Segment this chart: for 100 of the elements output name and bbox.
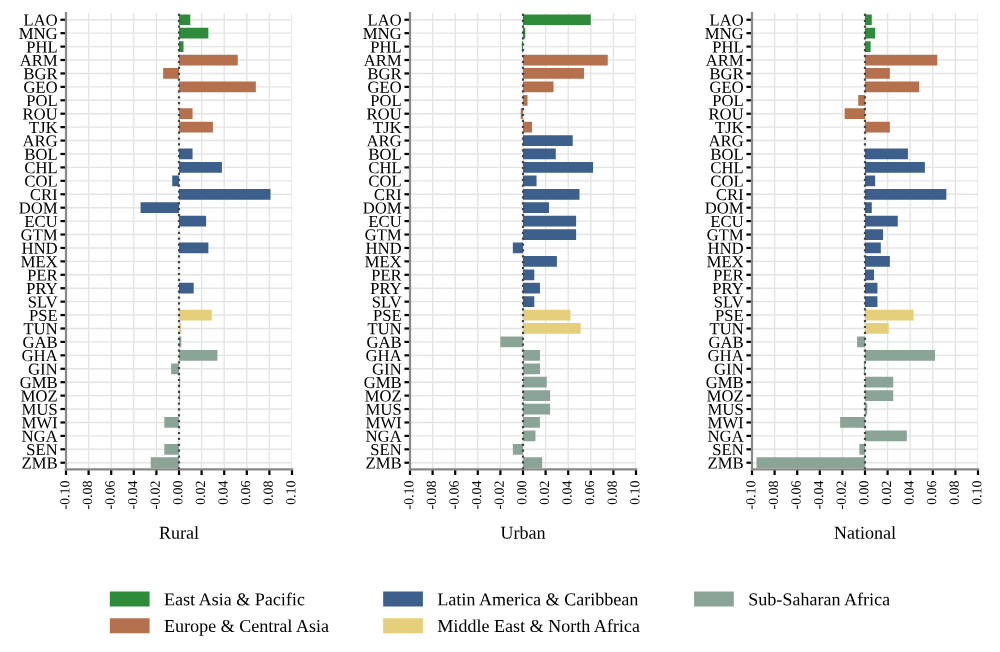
y-tick-label: TUN bbox=[23, 323, 58, 335]
y-tick-label: HND bbox=[22, 242, 57, 254]
bar bbox=[865, 121, 890, 133]
bar bbox=[179, 215, 207, 227]
y-tick-label: CRI bbox=[716, 189, 744, 201]
x-axis-title: Rural bbox=[159, 526, 199, 539]
y-tick-label: PHL bbox=[712, 41, 743, 53]
bar bbox=[179, 54, 238, 66]
y-tick-label: SEN bbox=[713, 444, 744, 456]
y-tick-label: CHL bbox=[25, 162, 57, 174]
legend-label: Europe & Central Asia bbox=[164, 619, 329, 636]
y-tick-label: DOM bbox=[363, 202, 402, 214]
y-tick-label: HND bbox=[366, 242, 401, 254]
y-tick-label: CHL bbox=[711, 162, 743, 174]
y-tick-label: ARM bbox=[363, 54, 402, 66]
y-tick-label: GAB bbox=[709, 336, 743, 348]
y-tick-label: POL bbox=[712, 95, 743, 107]
x-axis-title: Urban bbox=[500, 526, 546, 539]
bar bbox=[164, 417, 179, 428]
y-tick-label: HND bbox=[708, 242, 743, 254]
y-tick-label: MEX bbox=[21, 256, 58, 268]
y-tick-label: GTM bbox=[21, 229, 58, 241]
y-tick-label: ARG bbox=[366, 135, 402, 147]
y-tick-label: ARM bbox=[705, 54, 744, 66]
y-tick-label: MEX bbox=[707, 256, 744, 268]
bar bbox=[140, 202, 179, 214]
bar bbox=[179, 81, 256, 93]
y-tick-label: ROU bbox=[22, 108, 58, 120]
y-tick-label: GIN bbox=[714, 363, 744, 375]
bar bbox=[163, 68, 179, 79]
y-tick-label: SLV bbox=[28, 296, 58, 308]
y-tick-label: PHL bbox=[26, 41, 57, 53]
legend-label: East Asia & Pacific bbox=[164, 592, 305, 606]
y-tick-label: MWI bbox=[366, 417, 402, 429]
y-tick-label: TUN bbox=[367, 323, 402, 335]
x-axis-title: National bbox=[834, 526, 896, 539]
y-tick-label: CHL bbox=[369, 162, 401, 174]
bar bbox=[500, 336, 523, 348]
y-tick-label: ECU bbox=[24, 215, 58, 228]
y-tick-label: GMB bbox=[706, 376, 743, 389]
y-tick-label: PSE bbox=[373, 309, 401, 322]
y-tick-label: PRY bbox=[712, 283, 744, 294]
y-tick-label: BOL bbox=[24, 148, 57, 160]
y-tick-label: BGR bbox=[709, 68, 744, 80]
y-tick-label: GHA bbox=[366, 350, 402, 362]
y-tick-label: NGA bbox=[366, 430, 402, 442]
y-tick-label: DOM bbox=[19, 202, 58, 214]
y-tick-label: TJK bbox=[373, 122, 402, 134]
y-tick-label: MUS bbox=[22, 403, 57, 415]
y-tick-label: MUS bbox=[708, 403, 743, 415]
y-tick-label: BOL bbox=[710, 148, 743, 160]
y-tick-label: MOZ bbox=[707, 390, 743, 402]
y-tick-label: TJK bbox=[29, 122, 58, 134]
y-tick-label: GMB bbox=[20, 376, 57, 389]
y-tick-label: GHA bbox=[22, 350, 58, 362]
y-tick-label: MEX bbox=[365, 256, 402, 268]
y-tick-label: PHL bbox=[370, 41, 401, 53]
y-tick-label: GEO bbox=[24, 81, 57, 93]
legend-label: Latin America & Caribbean bbox=[437, 592, 639, 606]
y-tick-label: ZMB bbox=[708, 457, 743, 469]
y-tick-label: PRY bbox=[26, 283, 58, 294]
y-tick-label: MOZ bbox=[365, 390, 401, 402]
y-tick-label: ROU bbox=[366, 108, 402, 120]
y-tick-label: DOM bbox=[705, 202, 744, 214]
y-tick-label: ZMB bbox=[366, 457, 401, 469]
bar bbox=[523, 121, 533, 133]
y-tick-label: BGR bbox=[23, 68, 58, 80]
y-tick-label: COL bbox=[711, 175, 743, 187]
y-tick-label: GAB bbox=[367, 336, 401, 348]
y-tick-label: MNG bbox=[363, 27, 402, 40]
y-tick-label: GIN bbox=[372, 363, 402, 375]
y-tick-label: ARM bbox=[19, 54, 58, 66]
y-tick-label: POL bbox=[370, 95, 401, 107]
bar bbox=[840, 417, 865, 428]
bar bbox=[865, 349, 936, 361]
y-tick-label: NGA bbox=[708, 430, 744, 442]
y-tick-label: BGR bbox=[367, 68, 402, 80]
y-tick-label: ECU bbox=[710, 215, 744, 228]
y-tick-label: ROU bbox=[708, 108, 744, 120]
y-tick-label: LAO bbox=[23, 14, 57, 26]
y-tick-label: PSE bbox=[29, 309, 57, 322]
y-tick-label: SLV bbox=[372, 296, 402, 308]
y-tick-label: PER bbox=[27, 269, 58, 281]
y-tick-label: TUN bbox=[709, 323, 744, 335]
bar bbox=[865, 430, 907, 442]
y-tick-label: MWI bbox=[22, 417, 58, 429]
y-tick-label: BOL bbox=[368, 148, 401, 160]
y-tick-label: GEO bbox=[710, 81, 743, 93]
y-tick-label: GHA bbox=[708, 350, 744, 362]
y-tick-label: GAB bbox=[23, 336, 57, 348]
y-tick-label: MUS bbox=[366, 403, 401, 415]
bar bbox=[171, 363, 179, 375]
y-tick-label: PRY bbox=[370, 283, 402, 294]
y-tick-label: GIN bbox=[28, 363, 58, 375]
y-tick-label: ZMB bbox=[22, 457, 57, 469]
y-tick-label: SLV bbox=[714, 296, 744, 308]
y-tick-label: MOZ bbox=[21, 390, 57, 402]
y-tick-label: GTM bbox=[707, 229, 744, 241]
y-tick-label: COL bbox=[369, 175, 401, 187]
bar bbox=[179, 282, 194, 294]
